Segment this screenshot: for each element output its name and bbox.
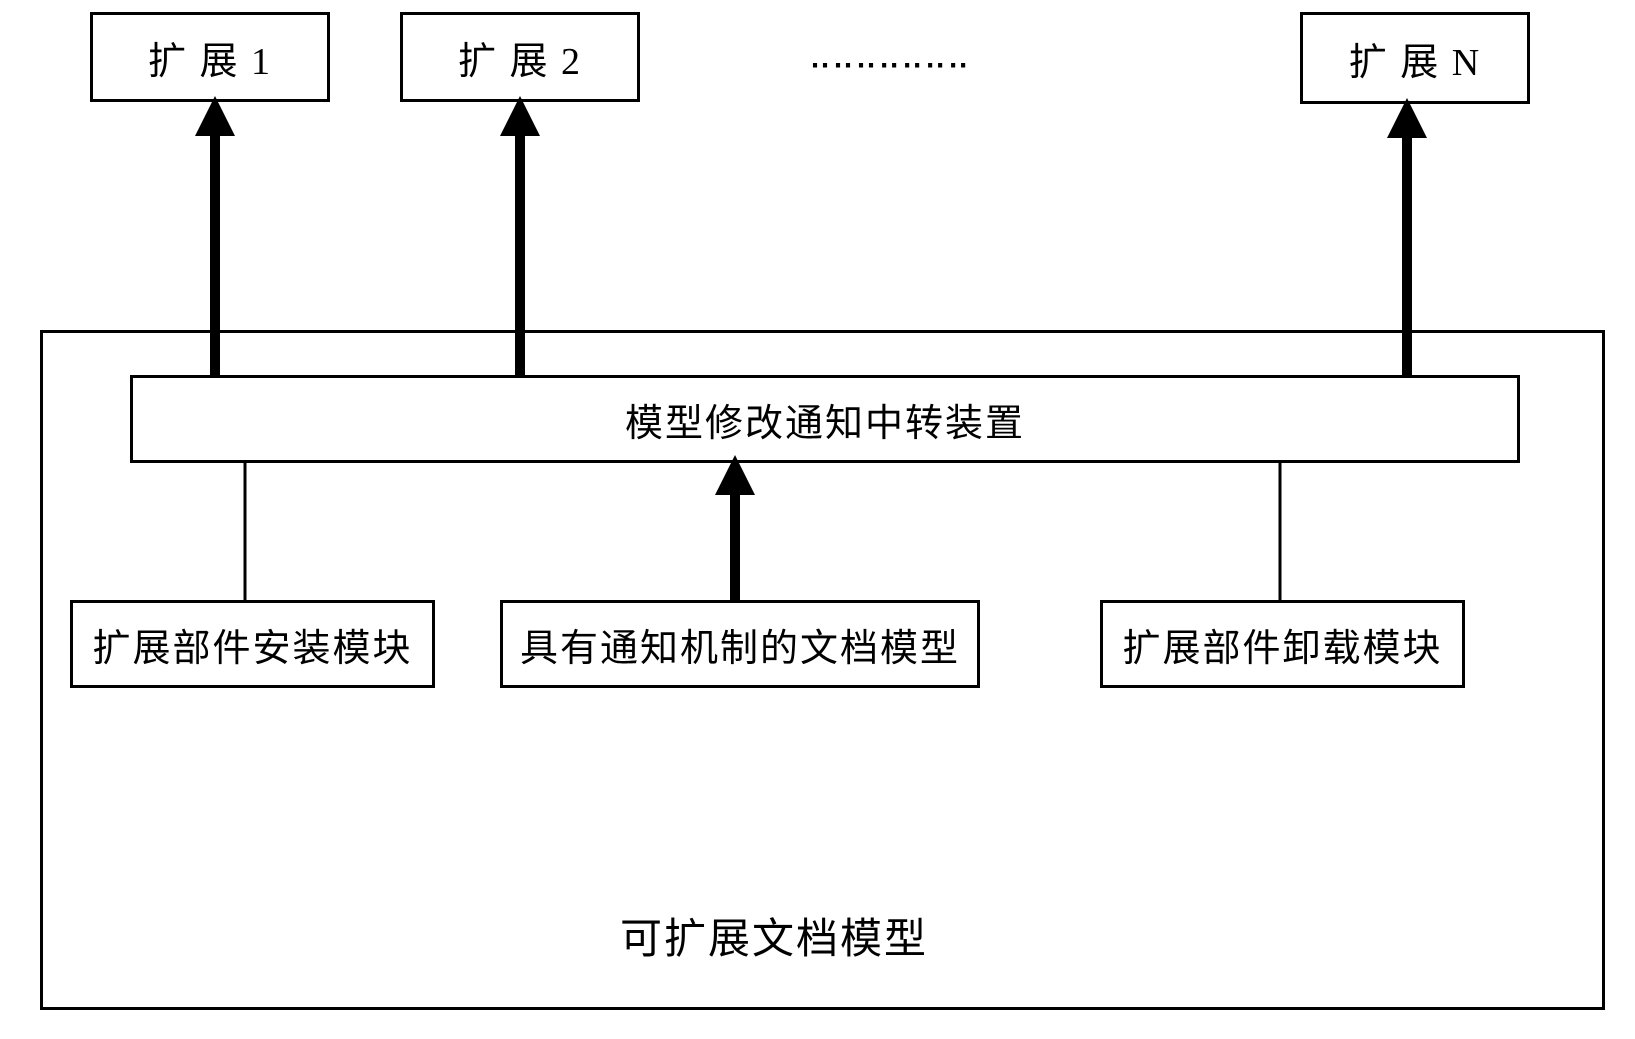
ellipsis: ‥‥‥‥‥‥‥ xyxy=(810,40,971,75)
node-extN: 扩 展 N xyxy=(1300,12,1530,104)
node-extN-label: 扩 展 N xyxy=(1349,31,1481,86)
node-unload-label: 扩展部件卸载模块 xyxy=(1122,617,1442,672)
node-docmodel-label: 具有通知机制的文档模型 xyxy=(520,617,960,672)
node-install-label: 扩展部件安装模块 xyxy=(92,617,412,672)
node-ext2-label: 扩 展 2 xyxy=(458,30,582,85)
node-docmodel: 具有通知机制的文档模型 xyxy=(500,600,980,688)
node-ext1: 扩 展 1 xyxy=(90,12,330,102)
node-relay-label: 模型修改通知中转装置 xyxy=(625,392,1025,447)
node-relay: 模型修改通知中转装置 xyxy=(130,375,1520,463)
node-ext1-label: 扩 展 1 xyxy=(148,30,272,85)
node-install: 扩展部件安装模块 xyxy=(70,600,435,688)
node-ext2: 扩 展 2 xyxy=(400,12,640,102)
node-unload: 扩展部件卸载模块 xyxy=(1100,600,1465,688)
diagram-canvas: 扩 展 1 扩 展 2 ‥‥‥‥‥‥‥ 扩 展 N 可扩展文档模型 模型修改通知… xyxy=(0,0,1635,1039)
container-label: 可扩展文档模型 xyxy=(620,905,928,966)
